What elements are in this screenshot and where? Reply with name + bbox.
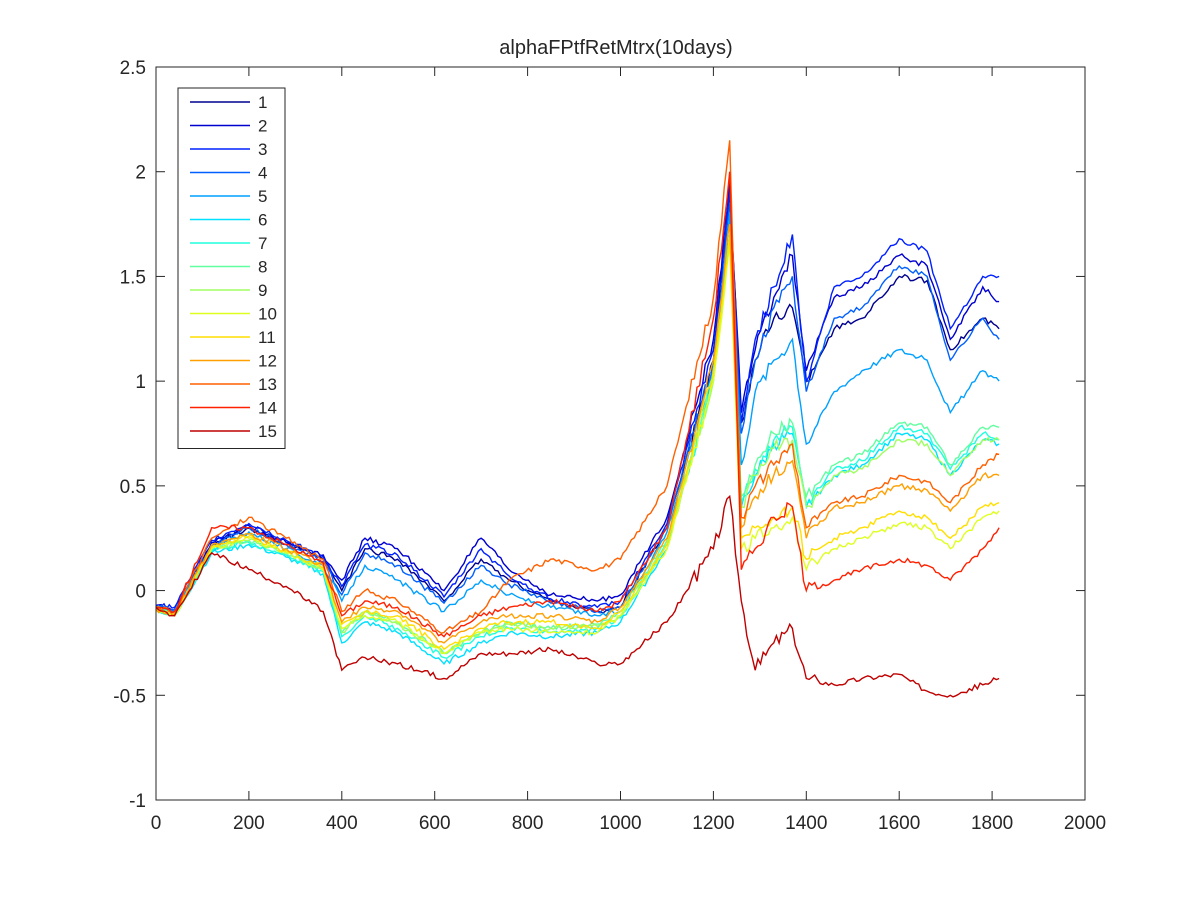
axes-layer: 0 200 400 600 800 1000 1200 1400 1600 1800 2000 -1 -… (113, 58, 1106, 834)
x-tick-label: 600 (419, 813, 451, 834)
legend-label-5: 5 (258, 187, 267, 206)
series-line-5 (155, 213, 1000, 617)
legend-label-11: 11 (258, 328, 276, 347)
y-tick-label: 0.5 (120, 477, 146, 498)
x-tick-label: 200 (233, 813, 265, 834)
legend-label-13: 13 (258, 375, 277, 394)
legend-label-4: 4 (258, 164, 267, 183)
legend-label-14: 14 (258, 399, 277, 418)
chart-title: alphaFPtfRetMtrx(10days) (499, 37, 732, 59)
legend-label-3: 3 (258, 140, 267, 159)
series-line-11 (155, 234, 1000, 651)
x-tick-label: 1000 (599, 813, 641, 834)
x-tick-label: 1600 (878, 813, 920, 834)
y-tick-label: 1.5 (120, 267, 146, 288)
y-tick-label: -1 (129, 791, 146, 812)
y-tick-label: 2 (135, 163, 146, 184)
legend-label-7: 7 (258, 234, 267, 253)
x-tick-label: 400 (326, 813, 358, 834)
y-tick-label: -0.5 (113, 686, 146, 707)
y-tick-label: 1 (135, 372, 146, 393)
legend-label-6: 6 (258, 211, 267, 230)
x-tick-label: 2000 (1064, 813, 1106, 834)
x-tick-label: 800 (512, 813, 544, 834)
x-tick-label: 1200 (692, 813, 734, 834)
x-tick-label: 1800 (971, 813, 1013, 834)
x-tick-label: 0 (151, 813, 162, 834)
legend-label-15: 15 (258, 422, 277, 441)
legend-label-10: 10 (258, 305, 277, 324)
legend-label-9: 9 (258, 281, 267, 300)
series-line-7 (155, 234, 1000, 660)
y-tick-label: 0 (135, 582, 146, 603)
legend-box (177, 87, 286, 449)
legend-label-2: 2 (258, 117, 267, 136)
x-tick-label: 1400 (785, 813, 827, 834)
series-layer (155, 140, 1000, 698)
series-line-15 (155, 494, 1000, 698)
series-line-3 (155, 192, 1000, 610)
series-line-13 (155, 140, 1000, 634)
legend-label-1: 1 (258, 93, 267, 112)
series-line-12 (155, 223, 1000, 644)
y-tick-label: 2.5 (120, 58, 146, 79)
series-line-14 (155, 171, 1000, 638)
legend-label-8: 8 (258, 258, 267, 277)
legend-label-12: 12 (258, 352, 277, 371)
